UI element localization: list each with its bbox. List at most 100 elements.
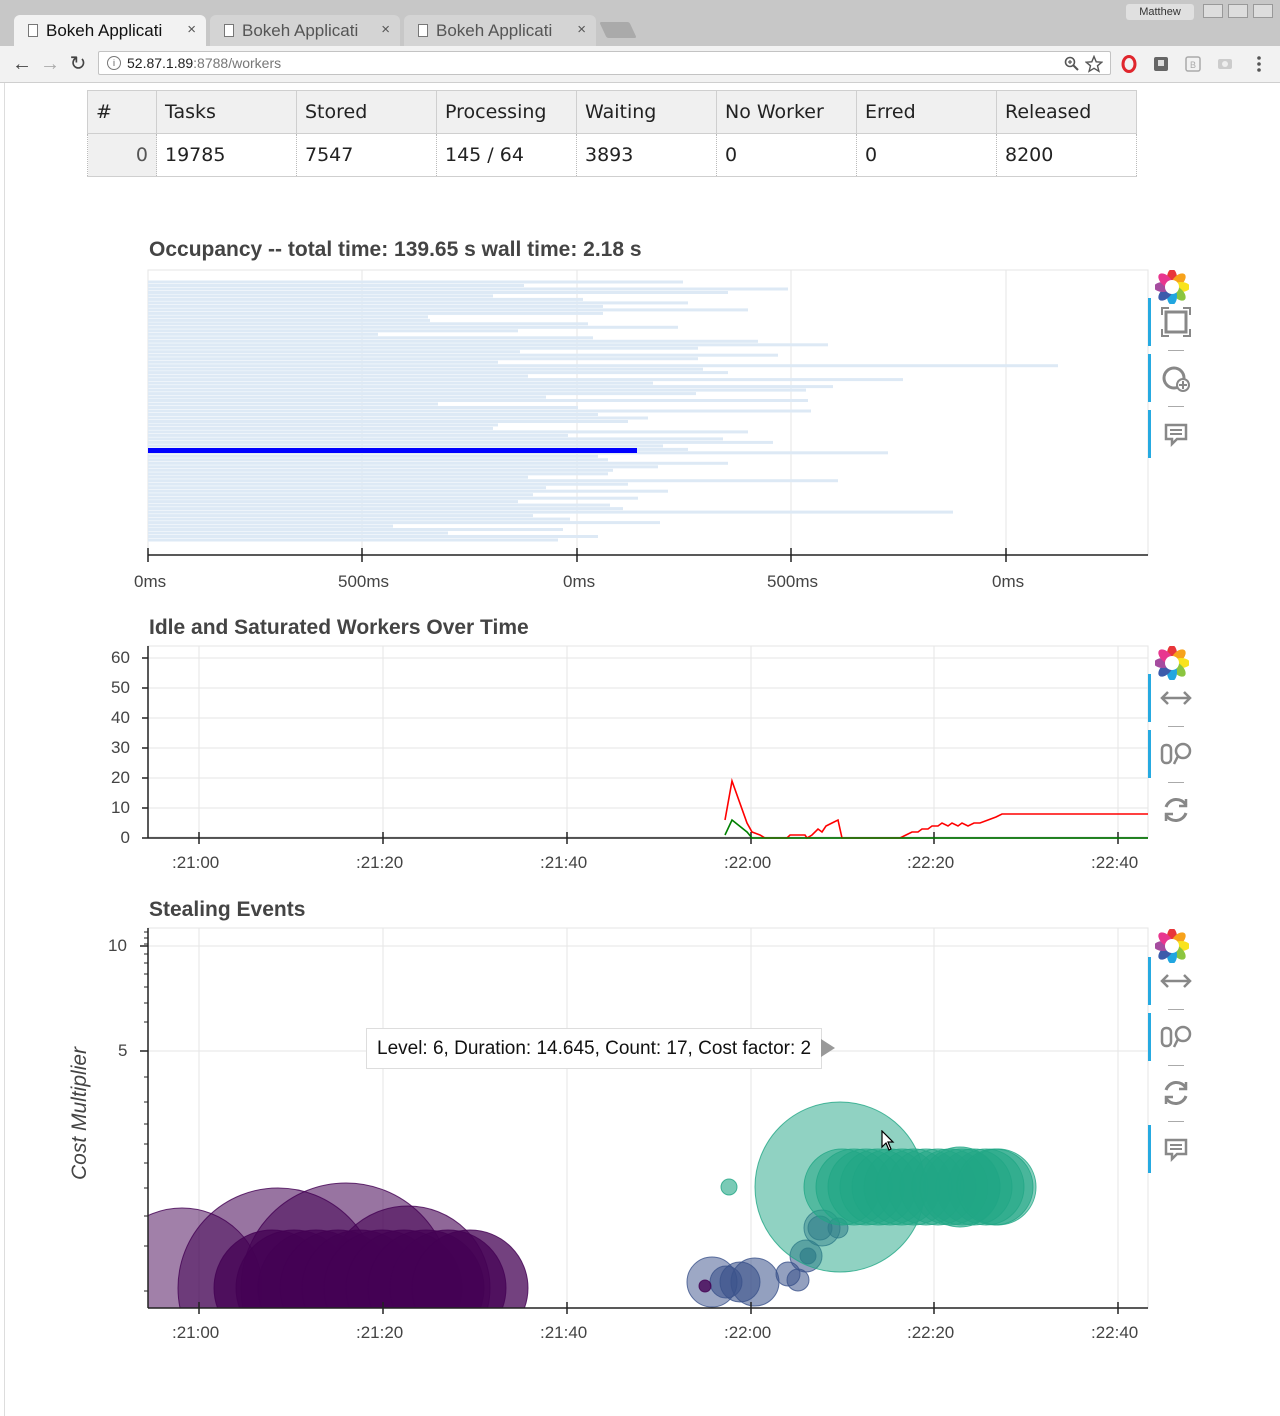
extension-icon[interactable] bbox=[1152, 55, 1170, 73]
address-bar[interactable]: i 52.87.1.89:8788/workers bbox=[98, 51, 1111, 75]
toolbar-separator bbox=[1168, 406, 1184, 407]
maximize-button[interactable] bbox=[1228, 4, 1248, 18]
x-tick-label: :21:40 bbox=[540, 1323, 588, 1342]
column-header[interactable]: Processing bbox=[436, 90, 577, 134]
column-header[interactable]: # bbox=[87, 90, 157, 134]
occupancy-plot[interactable] bbox=[140, 266, 1160, 566]
xwheel-zoom-icon[interactable] bbox=[1159, 1020, 1193, 1054]
browser-tab-1[interactable]: Bokeh Applicati × bbox=[14, 15, 206, 46]
occupancy-bar bbox=[148, 322, 588, 326]
occupancy-bar bbox=[148, 294, 493, 298]
opera-icon[interactable] bbox=[1120, 55, 1138, 73]
xpan-icon[interactable] bbox=[1159, 681, 1193, 715]
x-tick-label: 0ms bbox=[563, 572, 596, 591]
axis-ticks bbox=[140, 931, 1119, 1314]
stealing-event-circle bbox=[956, 1148, 1034, 1226]
occupancy-bar bbox=[148, 284, 524, 287]
occupancy-bar bbox=[148, 346, 698, 350]
xwheel-zoom-tool[interactable] bbox=[1148, 1013, 1193, 1061]
xpan-tool[interactable] bbox=[1148, 957, 1193, 1005]
x-tick-label: :22:00 bbox=[724, 853, 772, 872]
bokeh-logo-icon bbox=[1154, 269, 1190, 305]
occupancy-bar bbox=[148, 308, 748, 312]
occupancy-bar bbox=[148, 402, 438, 406]
reset-tool[interactable] bbox=[1150, 1069, 1192, 1113]
hover-icon[interactable] bbox=[1159, 417, 1193, 451]
wheel-zoom-icon[interactable] bbox=[1159, 361, 1193, 395]
browser-tab-2[interactable]: Bokeh Applicati × bbox=[210, 15, 400, 46]
zoom-icon[interactable] bbox=[1064, 56, 1080, 72]
column-header[interactable]: Stored bbox=[296, 90, 437, 134]
column-header[interactable]: Waiting bbox=[576, 90, 717, 134]
xwheel-zoom-tool[interactable] bbox=[1148, 730, 1193, 778]
tab-close-icon[interactable]: × bbox=[577, 21, 586, 38]
occupancy-bars bbox=[148, 280, 1058, 542]
new-tab-button[interactable] bbox=[599, 22, 637, 38]
toolbar-separator bbox=[1168, 782, 1184, 783]
occupancy-bar bbox=[148, 392, 696, 396]
browser-toolbar: ← → ↻ i 52.87.1.89:8788/workers B bbox=[0, 46, 1280, 83]
occupancy-bar bbox=[148, 297, 583, 301]
y-tick-label: 30 bbox=[111, 738, 130, 757]
bokeh-logo bbox=[1154, 645, 1190, 681]
xwheel-zoom-icon[interactable] bbox=[1159, 737, 1193, 771]
minimize-button[interactable] bbox=[1203, 4, 1223, 18]
occupancy-bar bbox=[148, 406, 578, 409]
occupancy-bar bbox=[148, 496, 638, 500]
xpan-tool[interactable] bbox=[1148, 674, 1193, 722]
x-tick-label: 0ms bbox=[134, 572, 167, 591]
hover-icon[interactable] bbox=[1159, 1132, 1193, 1166]
reset-icon[interactable] bbox=[1159, 1076, 1193, 1110]
stealing-events-plot[interactable] bbox=[100, 926, 1160, 1316]
occupancy-bar bbox=[148, 514, 533, 518]
url-text: 52.87.1.89:8788/workers bbox=[127, 52, 281, 74]
occupancy-bar bbox=[148, 343, 828, 347]
occupancy-bar bbox=[148, 280, 683, 284]
back-icon[interactable]: ← bbox=[12, 53, 32, 75]
star-icon[interactable] bbox=[1085, 55, 1103, 73]
occupancy-bar bbox=[148, 332, 378, 336]
profile-button[interactable]: Matthew bbox=[1126, 4, 1194, 20]
hover-tool[interactable] bbox=[1148, 1125, 1193, 1173]
wheel-zoom-tool[interactable] bbox=[1148, 354, 1193, 402]
extension-icon[interactable]: B bbox=[1184, 55, 1202, 73]
occupancy-bar bbox=[148, 489, 668, 493]
table-cell: 145 / 64 bbox=[436, 133, 577, 177]
bokeh-logo bbox=[1154, 269, 1190, 305]
stealing-event-circle bbox=[730, 1257, 780, 1307]
column-header[interactable]: No Worker bbox=[716, 90, 857, 134]
reload-icon[interactable]: ↻ bbox=[69, 53, 87, 75]
reset-tool[interactable] bbox=[1150, 786, 1192, 830]
browser-tab-3[interactable]: Bokeh Applicati × bbox=[404, 15, 596, 46]
table-row[interactable]: 0 19785 7547 145 / 64 3893 0 0 8200 bbox=[87, 133, 1137, 177]
x-tick-label: 0ms bbox=[992, 572, 1025, 591]
occupancy-bar bbox=[148, 350, 520, 354]
menu-icon[interactable] bbox=[1250, 55, 1268, 73]
y-tick-label: 40 bbox=[111, 708, 130, 727]
info-icon[interactable]: i bbox=[107, 56, 121, 70]
box-zoom-tool[interactable] bbox=[1148, 298, 1193, 346]
column-header[interactable]: Tasks bbox=[156, 90, 297, 134]
column-header[interactable]: Erred bbox=[856, 90, 997, 134]
occupancy-bar bbox=[148, 454, 598, 458]
occupancy-bar bbox=[148, 507, 623, 511]
workers-over-time-plot[interactable] bbox=[100, 644, 1160, 854]
box-zoom-icon[interactable] bbox=[1159, 305, 1193, 339]
occupancy-bar bbox=[148, 433, 568, 437]
occupancy-bar bbox=[148, 528, 563, 531]
extension-icon[interactable] bbox=[1216, 55, 1234, 73]
forward-icon[interactable]: → bbox=[40, 53, 60, 75]
occupancy-bar bbox=[148, 444, 663, 448]
hover-tool[interactable] bbox=[1148, 410, 1193, 458]
tab-close-icon[interactable]: × bbox=[381, 21, 390, 38]
close-window-button[interactable] bbox=[1253, 4, 1273, 18]
x-tick-label: :21:40 bbox=[540, 853, 588, 872]
xpan-icon[interactable] bbox=[1159, 964, 1193, 998]
tab-close-icon[interactable]: × bbox=[187, 21, 196, 38]
table-cell: 19785 bbox=[156, 133, 297, 177]
column-header[interactable]: Released bbox=[996, 90, 1137, 134]
occupancy-bar bbox=[148, 287, 788, 291]
table-cell: 0 bbox=[716, 133, 857, 177]
occupancy-bar bbox=[148, 472, 608, 476]
reset-icon[interactable] bbox=[1159, 793, 1193, 827]
